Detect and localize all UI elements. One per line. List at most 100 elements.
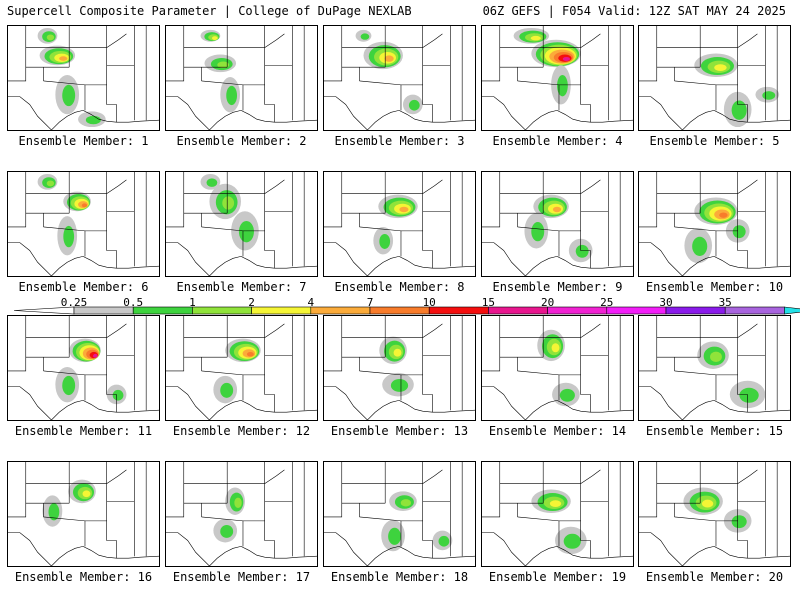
scp-field-map: [482, 316, 633, 420]
state-border: [639, 172, 658, 228]
colorbar-segment: [547, 306, 608, 315]
scp-contour: [559, 388, 575, 402]
state-border: [324, 242, 368, 276]
state-border: [166, 386, 210, 420]
scp-contour: [112, 389, 124, 401]
state-border: [209, 546, 242, 566]
state-border: [639, 462, 658, 518]
state-border: [737, 179, 758, 194]
state-border: [201, 370, 244, 376]
state-border: [166, 172, 185, 228]
state-border: [737, 520, 748, 541]
state-border: [682, 546, 715, 566]
state-border: [715, 316, 738, 376]
colorbar-segment: [369, 306, 430, 315]
scp-contour: [575, 244, 589, 258]
state-border: [324, 462, 343, 518]
state-border: [580, 230, 591, 251]
state-border: [8, 242, 52, 276]
ensemble-member-map: [7, 315, 160, 421]
state-border: [639, 316, 658, 372]
state-border: [341, 193, 386, 214]
state-border: [166, 316, 185, 372]
state-border: [674, 226, 717, 232]
ensemble-member-map: [323, 171, 476, 277]
state-border: [398, 110, 475, 123]
scp-contour: [408, 99, 420, 111]
state-border: [422, 469, 443, 484]
state-border: [398, 400, 475, 413]
state-border: [737, 230, 748, 251]
state-border: [264, 469, 285, 484]
state-border: [341, 337, 386, 358]
scp-contour: [85, 115, 101, 125]
ensemble-member-label: Ensemble Member: 17: [172, 570, 311, 584]
state-border: [240, 256, 317, 269]
scp-contour: [530, 35, 541, 41]
state-border: [580, 520, 591, 541]
scp-contour: [220, 525, 234, 538]
colorbar-tick-label: 35: [718, 296, 732, 309]
state-border: [209, 256, 242, 276]
scp-contour: [710, 351, 722, 362]
scp-field-map: [639, 462, 790, 566]
state-border: [82, 546, 159, 559]
scp-contour: [551, 343, 560, 353]
scp-contour: [48, 503, 60, 521]
ensemble-member-map: [481, 25, 634, 131]
state-border: [43, 226, 86, 232]
scp-contour: [82, 490, 91, 498]
scp-contour: [217, 61, 230, 69]
colorbar-tick-label: 4: [307, 296, 315, 309]
colorbar-tick-label: 0.5: [123, 296, 144, 309]
state-border: [82, 256, 159, 269]
state-border: [713, 400, 790, 413]
state-border: [106, 520, 117, 541]
state-border: [639, 26, 658, 82]
ensemble-member-map: [165, 461, 318, 567]
state-border: [499, 47, 544, 68]
state-border: [8, 532, 52, 566]
scp-contour: [246, 351, 254, 357]
state-border: [25, 193, 70, 214]
state-border: [84, 26, 107, 86]
scp-contour: [206, 178, 218, 187]
state-border: [166, 242, 210, 276]
state-border: [264, 374, 275, 395]
state-border: [422, 33, 443, 48]
scp-contour: [360, 33, 370, 40]
state-border: [25, 337, 70, 358]
ensemble-member-label: Ensemble Member: 6: [18, 280, 149, 294]
scp-field-map: [639, 172, 790, 276]
colorbar-segment: [724, 306, 785, 315]
state-border: [482, 532, 526, 566]
state-border: [580, 374, 591, 395]
state-border: [359, 516, 402, 522]
state-border: [106, 230, 117, 251]
state-border: [682, 400, 715, 420]
state-border: [682, 110, 715, 130]
scp-contour: [762, 91, 776, 100]
scp-contour: [238, 220, 254, 243]
state-border: [43, 370, 86, 376]
state-border: [482, 316, 501, 372]
state-border: [737, 33, 758, 48]
state-border: [482, 172, 501, 228]
scp-contour: [234, 497, 242, 508]
ensemble-member-label: Ensemble Member: 16: [14, 570, 153, 584]
state-border: [422, 179, 443, 194]
state-border: [209, 400, 242, 420]
scp-contour: [692, 236, 708, 257]
scp-field-map: [166, 462, 317, 566]
state-border: [106, 469, 127, 484]
state-border: [737, 84, 748, 105]
state-border: [482, 242, 526, 276]
state-border: [715, 462, 738, 522]
state-border: [556, 400, 633, 413]
state-border: [525, 546, 558, 566]
state-border: [422, 84, 433, 105]
state-border: [8, 316, 27, 372]
state-border: [580, 33, 601, 48]
scp-contour: [399, 206, 409, 213]
scp-contour: [557, 74, 568, 97]
